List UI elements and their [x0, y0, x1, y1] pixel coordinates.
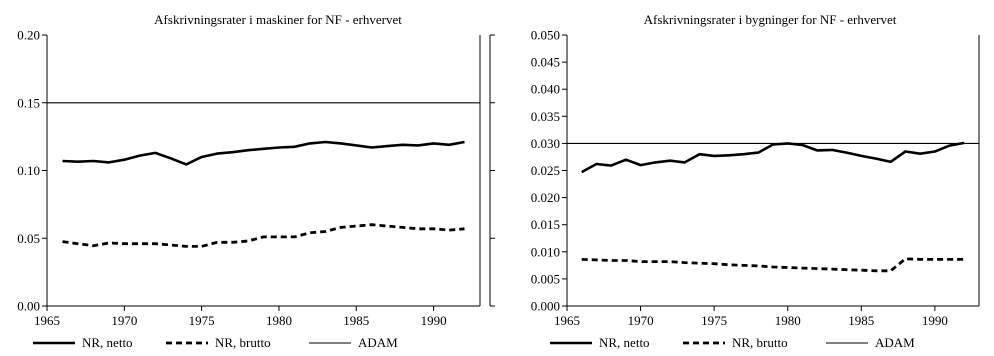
- chart-title: Afskrivningsrater i maskiner for NF - er…: [154, 12, 402, 27]
- y-tick-label: 0.000: [531, 299, 560, 314]
- y-tick-label: 0.030: [531, 136, 560, 151]
- chart-title: Afskrivningsrater i bygninger for NF - e…: [644, 12, 897, 27]
- series-line-nr-brutto: [581, 257, 965, 273]
- y-tick-label: 0.15: [17, 95, 40, 110]
- x-tick-label: 1990: [922, 313, 948, 328]
- y-tick-label: 0.020: [531, 190, 560, 205]
- legend-label: NR, brutto: [215, 335, 271, 350]
- x-tick-label: 1990: [421, 313, 447, 328]
- y-tick-label: 0.05: [17, 231, 40, 246]
- y-tick-label: 0.025: [531, 163, 560, 178]
- chart-panel-1: Afskrivningsrater i maskiner for NF - er…: [17, 12, 495, 350]
- x-tick-label: 1970: [628, 313, 654, 328]
- legend-label: NR, netto: [82, 335, 133, 350]
- y-tick-label: 0.20: [17, 28, 40, 43]
- y-tick-label: 0.10: [17, 163, 40, 178]
- x-tick-label: 1985: [343, 313, 369, 328]
- x-tick-label: 1975: [189, 313, 215, 328]
- series-line-nr-netto: [62, 140, 465, 166]
- series-line-nr-netto: [581, 141, 965, 174]
- y-tick-label: 0.045: [531, 55, 560, 70]
- y-tick-label: 0.040: [531, 82, 560, 97]
- x-tick-label: 1965: [554, 313, 580, 328]
- y-tick-label: 0.050: [531, 28, 560, 43]
- x-tick-label: 1985: [848, 313, 874, 328]
- legend-label: NR, netto: [599, 335, 650, 350]
- x-tick-label: 1965: [34, 313, 60, 328]
- y-tick-label: 0.015: [531, 217, 560, 232]
- y-tick-label: 0.00: [17, 299, 40, 314]
- chart-panel-2: Afskrivningsrater i bygninger for NF - e…: [531, 12, 980, 350]
- y-tick-label: 0.035: [531, 109, 560, 124]
- legend-label: NR, brutto: [732, 335, 788, 350]
- x-tick-label: 1980: [775, 313, 801, 328]
- x-tick-label: 1975: [701, 313, 727, 328]
- legend-label: ADAM: [358, 335, 398, 350]
- x-tick-label: 1970: [111, 313, 137, 328]
- series-line-nr-brutto: [62, 223, 465, 248]
- legend-label: ADAM: [875, 335, 915, 350]
- y-tick-label: 0.010: [531, 244, 560, 259]
- y-tick-label: 0.005: [531, 271, 560, 286]
- x-tick-label: 1980: [266, 313, 292, 328]
